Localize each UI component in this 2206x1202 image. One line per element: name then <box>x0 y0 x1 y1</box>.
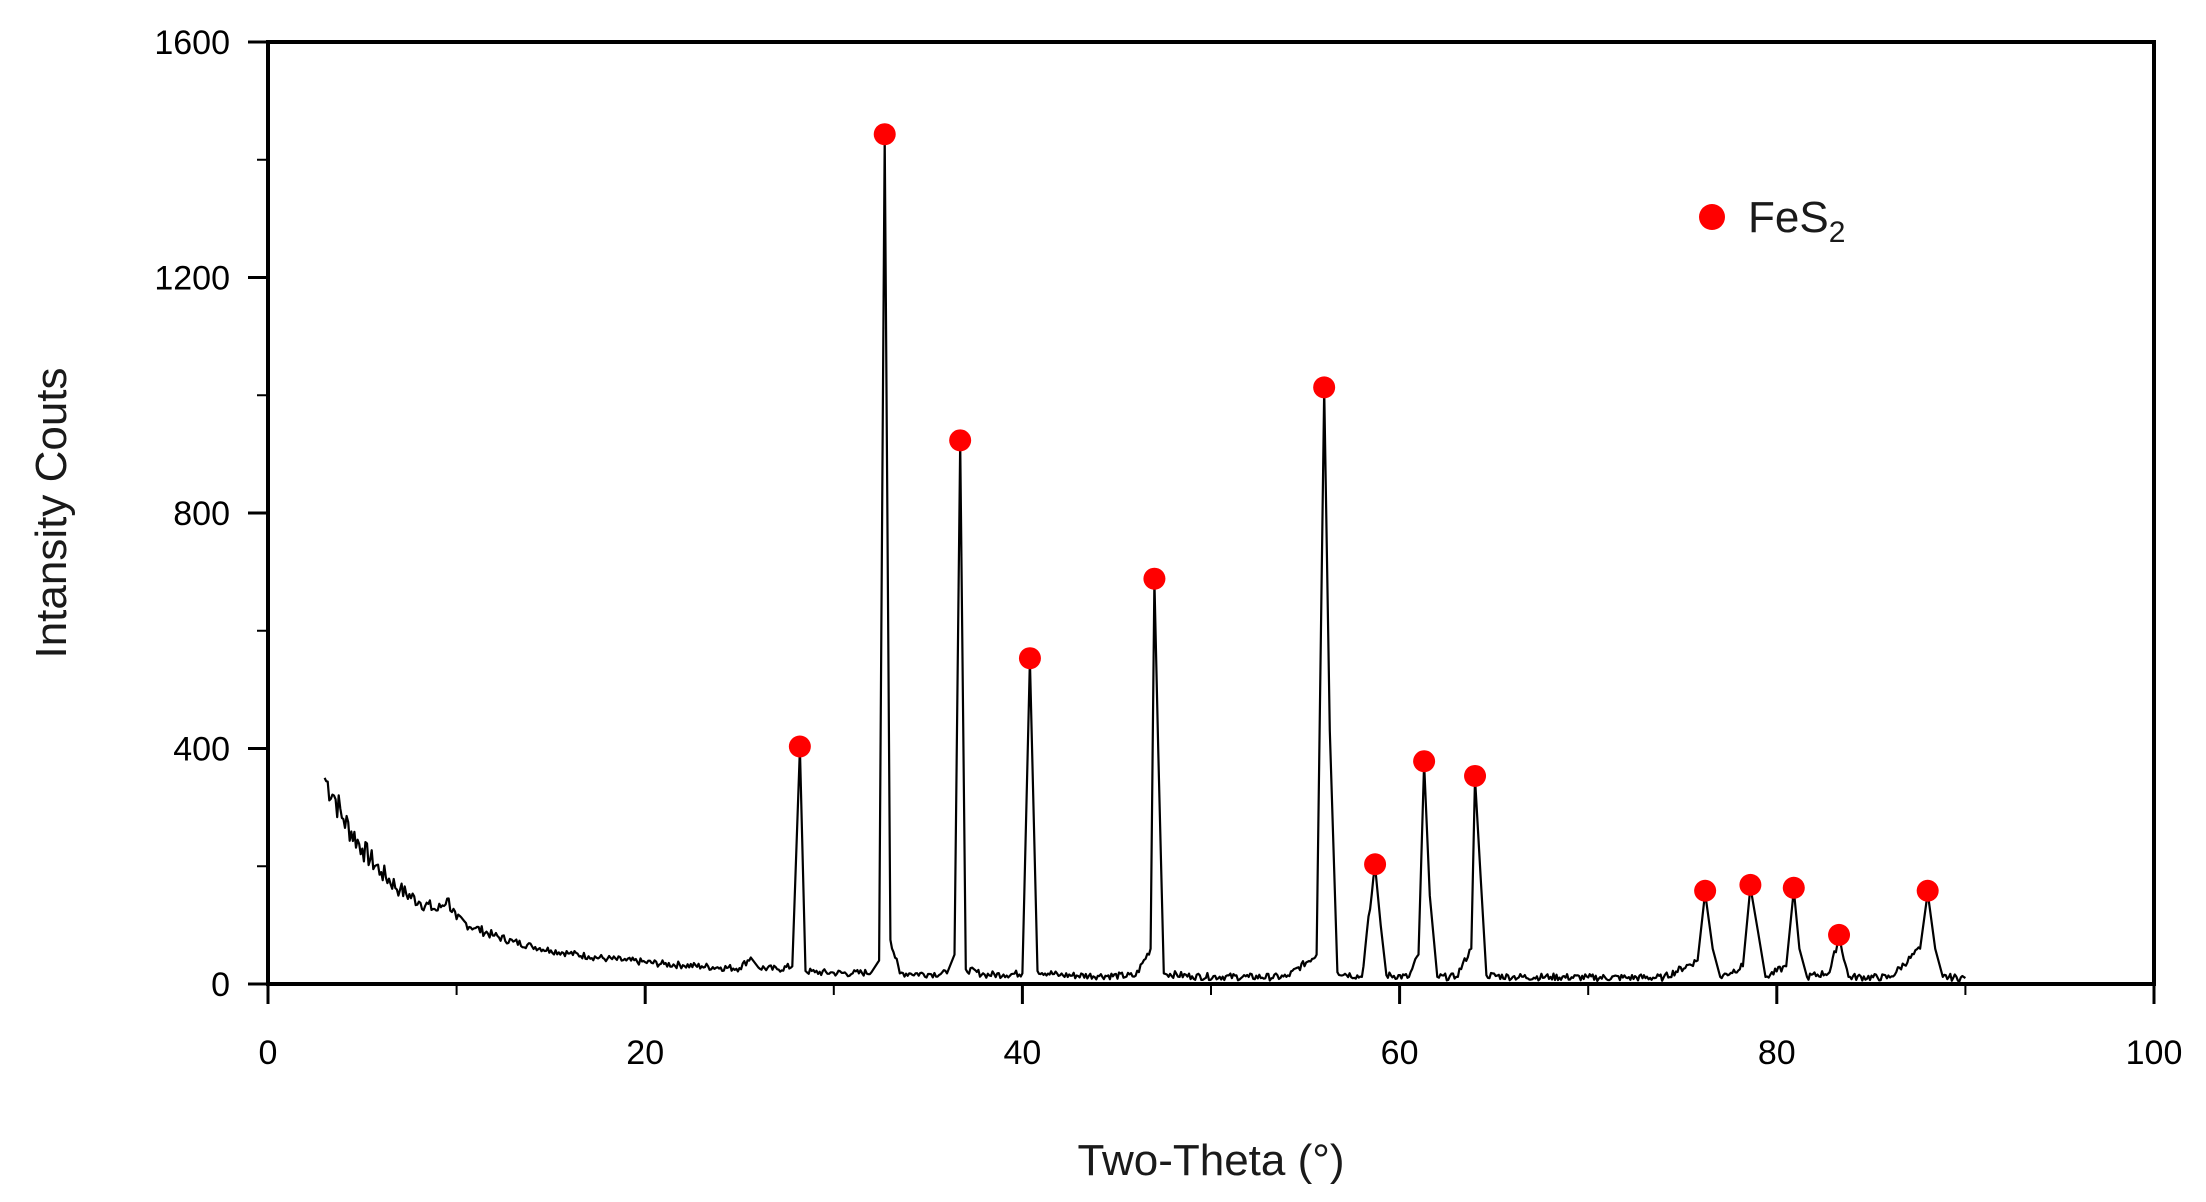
peak-marker <box>1782 876 1805 899</box>
peak-markers <box>788 123 1939 946</box>
plot-frame <box>266 40 2156 986</box>
x-axis-label: Two-Theta (°) <box>1078 1136 1345 1185</box>
y-axis-label: Intansity Couts <box>27 367 76 658</box>
y-tick-label: 1600 <box>154 24 230 62</box>
y-tick-label: 1200 <box>154 260 230 298</box>
peak-marker <box>1464 764 1487 787</box>
peak-marker <box>873 123 896 146</box>
legend-label: FeS2 <box>1748 193 1845 249</box>
y-tick-label: 400 <box>173 731 230 769</box>
peak-marker <box>1413 750 1436 773</box>
x-tick-label: 80 <box>1758 1034 1796 1072</box>
x-axis: 0 20 40 60 80 100 <box>259 984 2183 1072</box>
legend-marker <box>1699 204 1725 230</box>
peak-marker <box>1739 873 1762 896</box>
legend: FeS2 <box>1699 193 1845 249</box>
x-tick-label: 0 <box>259 1034 278 1072</box>
legend-label-main: FeS <box>1748 193 1829 242</box>
x-tick-label: 40 <box>1003 1034 1041 1072</box>
y-axis: 0 400 800 1200 1600 <box>154 24 268 1004</box>
peak-marker <box>1364 853 1387 876</box>
peak-marker <box>1828 923 1851 946</box>
peak-marker <box>1018 647 1041 670</box>
peak-marker <box>1694 879 1717 902</box>
peak-marker <box>949 429 972 452</box>
peak-marker <box>1143 567 1166 590</box>
peak-marker <box>1313 376 1336 399</box>
peak-marker <box>788 735 811 758</box>
x-tick-label: 20 <box>626 1034 664 1072</box>
peak-marker <box>1916 879 1939 902</box>
y-tick-label: 0 <box>211 966 230 1004</box>
legend-label-subscript: 2 <box>1829 216 1846 249</box>
x-tick-label: 60 <box>1381 1034 1419 1072</box>
series-line <box>323 135 1967 983</box>
x-tick-label: 100 <box>2126 1034 2183 1072</box>
y-tick-label: 800 <box>173 495 230 533</box>
